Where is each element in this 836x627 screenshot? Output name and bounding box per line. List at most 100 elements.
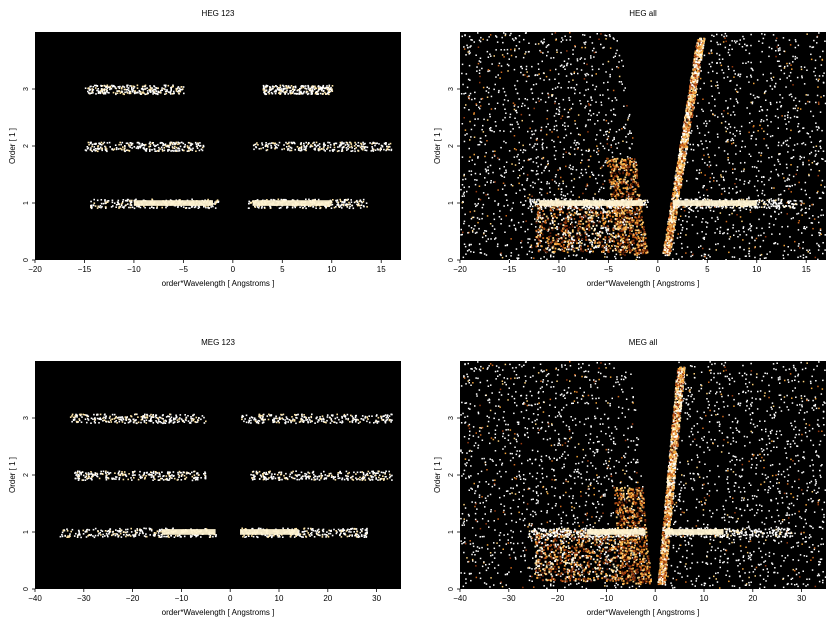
- event-point: [323, 143, 325, 146]
- event-point: [680, 197, 682, 200]
- event-point: [328, 86, 330, 88]
- x-axis-label: order*Wavelength [ Angstroms ]: [162, 279, 275, 288]
- event-point: [163, 84, 166, 87]
- event-point: [324, 91, 326, 94]
- event-point: [561, 37, 563, 39]
- event-point: [341, 207, 343, 209]
- event-point: [197, 207, 200, 209]
- event-point: [105, 201, 107, 204]
- event-point: [359, 207, 362, 209]
- event-point: [140, 93, 142, 95]
- event-point: [186, 145, 189, 147]
- event-point: [527, 241, 529, 244]
- event-point: [465, 104, 467, 106]
- event-point: [470, 173, 473, 176]
- event-point: [320, 89, 323, 91]
- event-point: [94, 150, 97, 152]
- event-point: [286, 87, 288, 89]
- event-point: [716, 33, 718, 36]
- event-point: [97, 91, 100, 93]
- event-point: [626, 219, 628, 222]
- event-point: [786, 77, 788, 79]
- event-point: [120, 143, 122, 146]
- event-point: [791, 184, 793, 187]
- event-point: [611, 168, 613, 171]
- event-point: [380, 144, 383, 147]
- event-point: [177, 147, 179, 150]
- event-point: [622, 230, 624, 233]
- event-point: [726, 139, 728, 142]
- event-point: [466, 86, 469, 89]
- event-point: [303, 148, 305, 151]
- event-point: [724, 32, 727, 35]
- event-point: [501, 256, 504, 259]
- event-point: [728, 162, 731, 164]
- event-point: [593, 56, 595, 58]
- event-point: [303, 146, 306, 148]
- event-point: [598, 38, 600, 40]
- event-point: [100, 206, 102, 209]
- event-point: [307, 92, 310, 95]
- event-point: [110, 88, 113, 90]
- event-point: [808, 163, 810, 166]
- event-point: [639, 205, 641, 207]
- event-point: [728, 68, 730, 70]
- event-point: [808, 197, 811, 199]
- event-point: [607, 135, 610, 138]
- event-point: [789, 236, 791, 238]
- event-point: [573, 72, 575, 75]
- event-point: [494, 181, 496, 183]
- event-point: [633, 162, 635, 165]
- event-point: [778, 141, 780, 144]
- event-point: [576, 60, 579, 62]
- event-point: [505, 171, 507, 173]
- event-point: [353, 145, 356, 147]
- event-point: [760, 253, 763, 256]
- event-point: [279, 92, 282, 94]
- event-point: [589, 241, 591, 244]
- event-point: [726, 128, 729, 130]
- event-point: [270, 146, 273, 149]
- event-point: [145, 148, 148, 150]
- event-point: [319, 86, 321, 88]
- event-point: [336, 150, 339, 153]
- event-point: [790, 157, 792, 159]
- event-point: [720, 193, 723, 195]
- event-point: [776, 243, 779, 245]
- event-point: [553, 252, 555, 254]
- event-point: [627, 216, 629, 219]
- event-point: [629, 161, 632, 163]
- event-point: [96, 199, 99, 202]
- event-point: [176, 90, 179, 93]
- event-point: [634, 188, 637, 190]
- event-point: [689, 104, 692, 107]
- event-point: [479, 198, 482, 201]
- event-point: [539, 211, 541, 214]
- event-point: [96, 85, 98, 87]
- event-point: [269, 206, 272, 208]
- event-point: [97, 90, 100, 92]
- event-point: [799, 108, 802, 110]
- event-point: [798, 181, 800, 184]
- event-point: [172, 147, 174, 149]
- event-point: [274, 92, 277, 95]
- event-point: [138, 205, 140, 208]
- event-point: [283, 148, 285, 150]
- event-point: [258, 148, 261, 150]
- event-point: [755, 138, 757, 140]
- event-point: [613, 160, 615, 163]
- event-point: [748, 252, 750, 255]
- event-point: [815, 153, 817, 156]
- event-point: [804, 189, 806, 192]
- event-point: [722, 115, 724, 118]
- event-point: [97, 148, 100, 150]
- event-point: [274, 142, 276, 145]
- event-point: [574, 92, 576, 95]
- event-point: [619, 178, 622, 180]
- event-point: [627, 184, 629, 186]
- event-point: [487, 69, 490, 71]
- event-point: [464, 92, 467, 94]
- event-point: [164, 93, 166, 95]
- event-point: [549, 69, 552, 72]
- event-point: [167, 150, 169, 152]
